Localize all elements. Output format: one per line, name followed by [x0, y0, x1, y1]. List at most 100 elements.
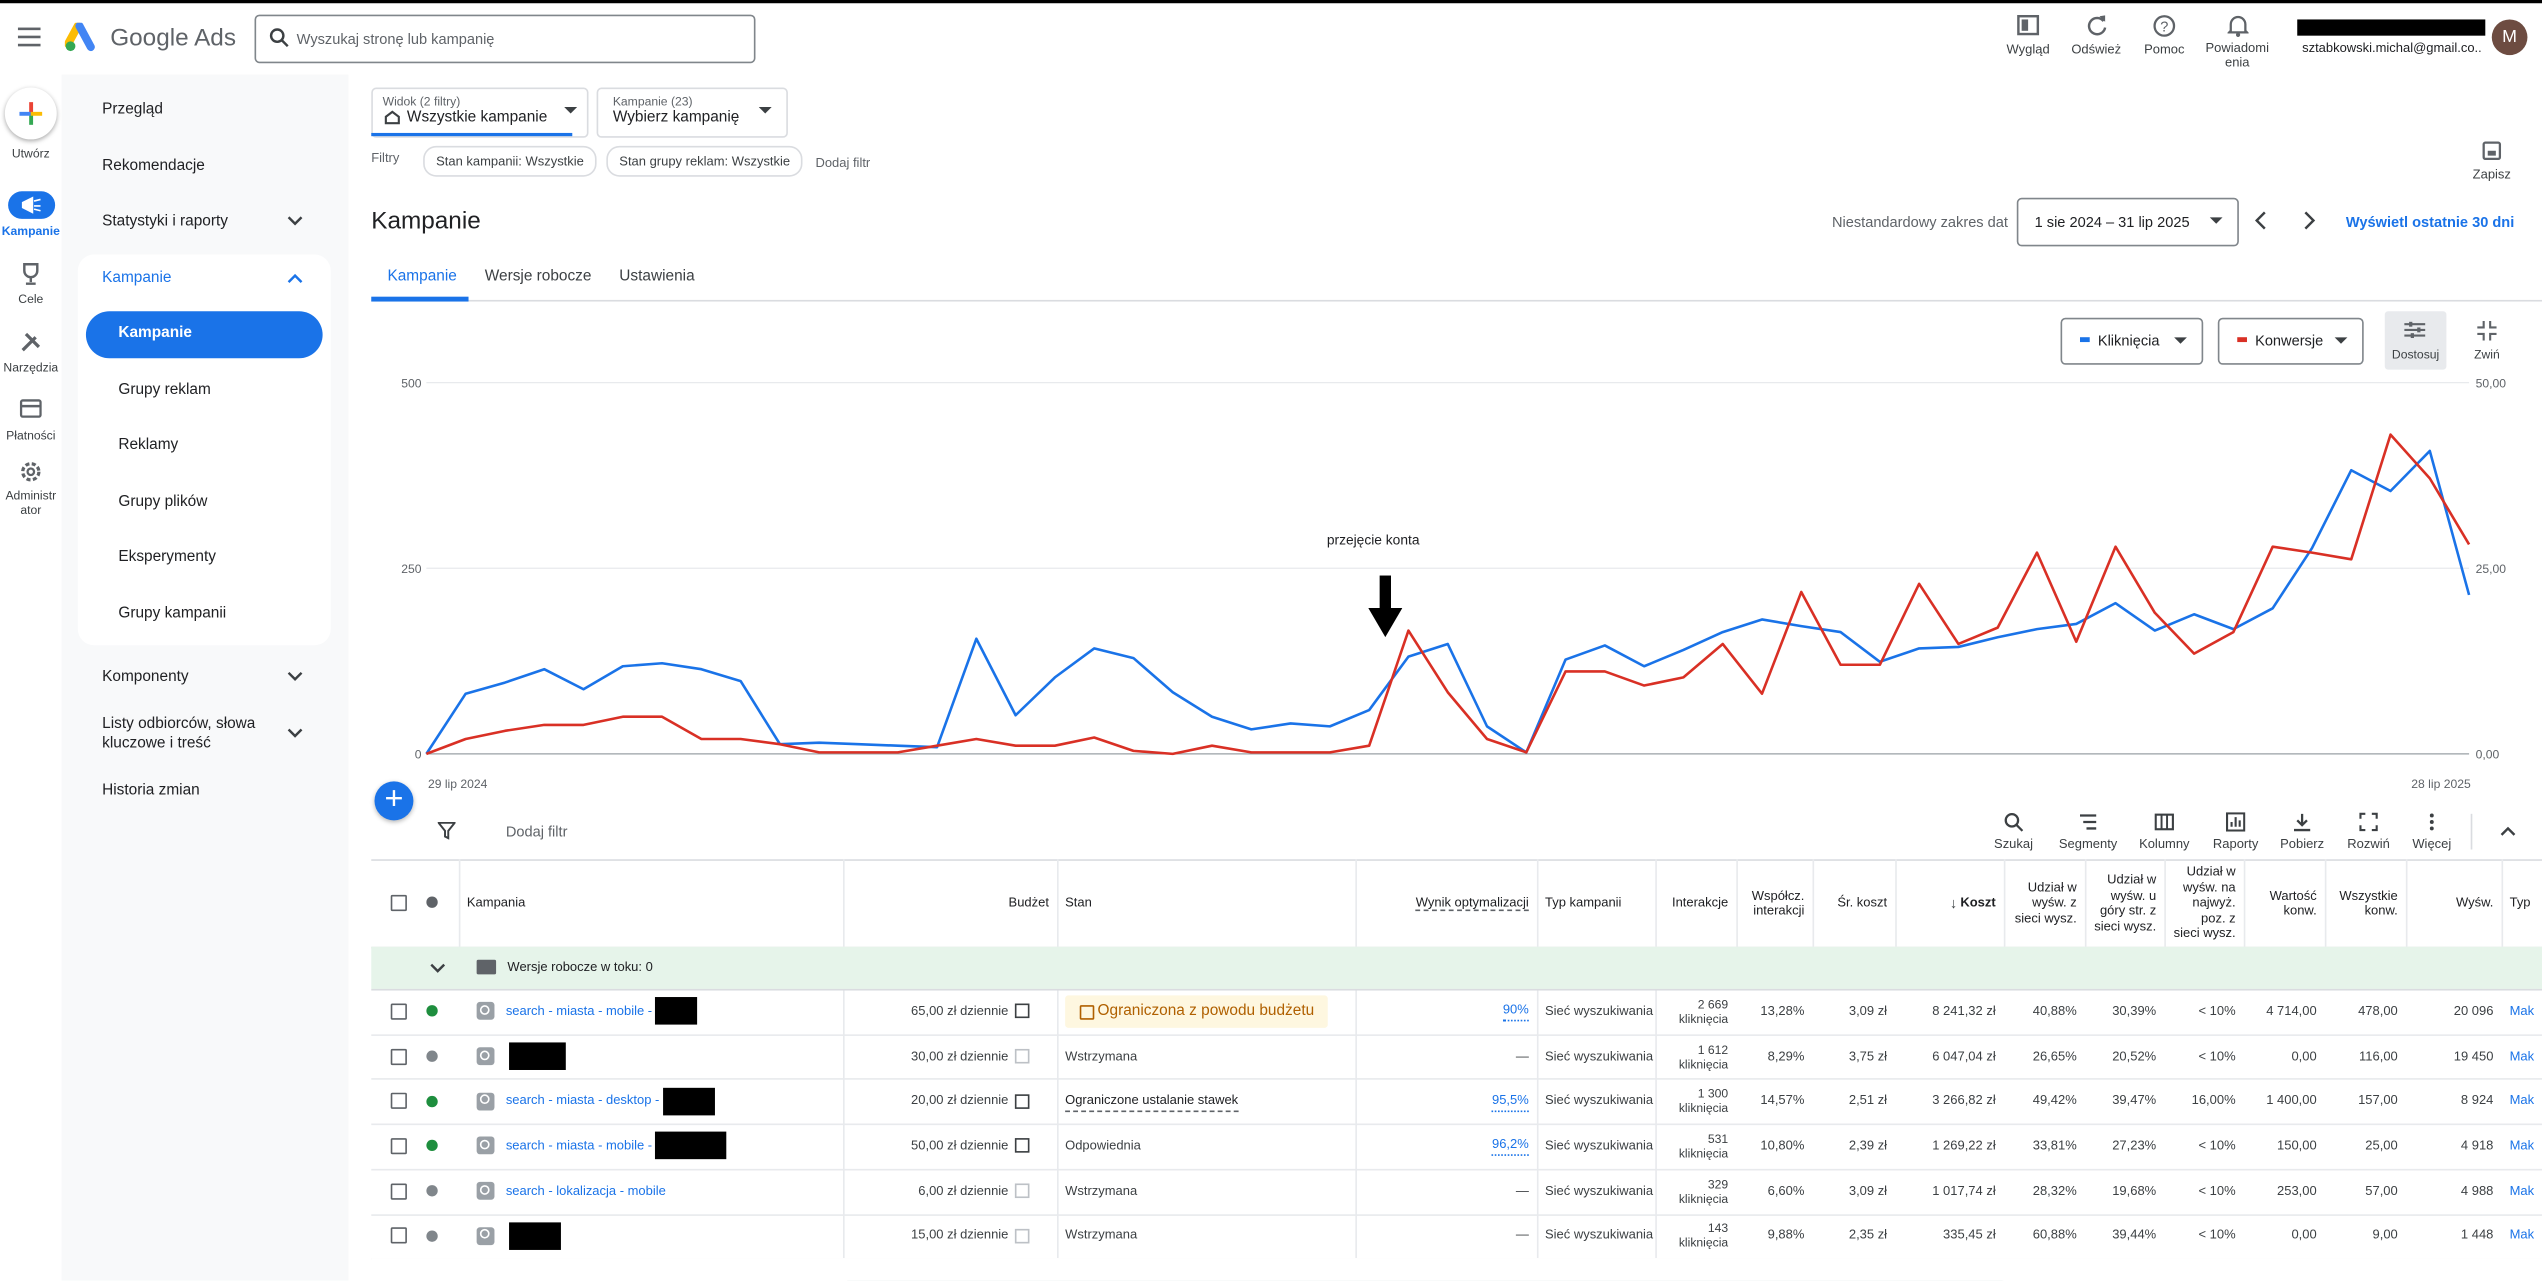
filter-chip[interactable]: Stan kampanii: Wszystkie: [423, 145, 597, 177]
filter-chip[interactable]: Stan grupy reklam: Wszystkie: [606, 145, 804, 177]
column-header[interactable]: Typ: [2510, 859, 2542, 947]
appearance-icon[interactable]: [2017, 14, 2040, 36]
campaign-name[interactable]: search - miasta - mobile -: [505, 1137, 653, 1153]
cell-text[interactable]: 96,2%: [1492, 1136, 1529, 1157]
menu-icon[interactable]: [17, 27, 44, 47]
rail-label[interactable]: Kampanie: [1, 223, 60, 239]
billing-icon[interactable]: [19, 399, 42, 418]
nav-sub-item[interactable]: Kampanie: [118, 324, 192, 343]
nav-sub-item[interactable]: Reklamy: [118, 436, 179, 454]
nav-sub-item[interactable]: Grupy plików: [118, 492, 208, 511]
nav-sub-item[interactable]: Grupy kampanii: [118, 604, 227, 623]
chevron-up[interactable]: [287, 272, 303, 283]
rail-label[interactable]: Administrator: [5, 487, 57, 518]
add-filter[interactable]: Dodaj filtr: [815, 155, 871, 171]
column-header[interactable]: Udział w wyśw. na najwyż. poz. z sieci w…: [2172, 859, 2236, 947]
header-action[interactable]: Wygląd: [2006, 42, 2050, 57]
header-action[interactable]: Pomoc: [2144, 42, 2185, 57]
add-button[interactable]: +: [374, 781, 414, 821]
rail-label[interactable]: Utwórz: [11, 145, 50, 161]
avatar[interactable]: M: [2491, 19, 2528, 56]
tool-label[interactable]: Szukaj: [1994, 836, 2033, 852]
collapse-icon[interactable]: [2477, 320, 2497, 341]
column-header[interactable]: Wynik optymalizacji: [1363, 859, 1529, 947]
campaign-name[interactable]: search - miasta - mobile -: [505, 1003, 653, 1018]
rail-label[interactable]: Cele: [18, 291, 44, 307]
admin-icon[interactable]: [19, 460, 42, 483]
column-header[interactable]: Wyśw.: [2414, 859, 2493, 947]
prev-button[interactable]: [2253, 211, 2269, 230]
budget-chart-icon[interactable]: [1014, 1048, 1030, 1064]
adjust-button[interactable]: [2384, 311, 2447, 370]
goals-icon[interactable]: [19, 263, 42, 286]
nav-item[interactable]: Przegląd: [102, 100, 163, 119]
budget-chart-icon[interactable]: [1014, 1228, 1030, 1244]
nav-item[interactable]: Komponenty: [102, 667, 189, 686]
cell-text[interactable]: 95,5%: [1492, 1091, 1529, 1112]
column-header[interactable]: Interakcje: [1663, 859, 1728, 947]
nav-sub-item[interactable]: Eksperymenty: [118, 547, 216, 566]
chevron-down[interactable]: [287, 671, 303, 682]
tab[interactable]: Wersje robocze: [484, 267, 592, 286]
collapse-label[interactable]: Zwiń: [2474, 346, 2500, 362]
header-action[interactable]: Powiadomienia: [2205, 40, 2269, 70]
expand-chevron[interactable]: [430, 963, 446, 974]
checkbox[interactable]: [390, 1048, 407, 1065]
column-header[interactable]: Typ kampanii: [1545, 859, 1647, 947]
budget-chart-icon[interactable]: [1014, 1093, 1030, 1109]
tool-label[interactable]: Kolumny: [2139, 836, 2190, 852]
tool-label[interactable]: Segmenty: [2058, 836, 2118, 852]
refresh-icon[interactable]: [2086, 15, 2107, 36]
next-button[interactable]: [2300, 211, 2316, 230]
help-icon[interactable]: ?: [2153, 15, 2176, 38]
tool-icon[interactable]: [2154, 812, 2174, 831]
chevron-down[interactable]: [287, 728, 303, 739]
view-selector[interactable]: [371, 87, 589, 138]
nav-item[interactable]: Listy odbiorców, słowa kluczowe i treść: [102, 714, 256, 753]
rail-label[interactable]: Narzędzia: [3, 359, 59, 375]
column-header[interactable]: Udział w wyśw. u góry str. z sieci wysz.: [2093, 859, 2156, 947]
column-header[interactable]: Śr. koszt: [1821, 859, 1887, 947]
tool-label[interactable]: Więcej: [2412, 836, 2452, 852]
tool-icon[interactable]: [2078, 812, 2097, 831]
checkbox[interactable]: [390, 894, 407, 912]
last-30-days[interactable]: Wyświetl ostatnie 30 dni: [2345, 213, 2515, 231]
search-box[interactable]: [254, 14, 756, 64]
tool-icon[interactable]: [2292, 812, 2311, 832]
nav-item[interactable]: Historia zmian: [102, 781, 200, 800]
column-header[interactable]: Wartość konw.: [2252, 859, 2317, 947]
column-header[interactable]: Kampania: [467, 859, 835, 947]
campaign-name[interactable]: search - miasta - desktop -: [505, 1093, 660, 1108]
chevron-down[interactable]: [287, 216, 303, 227]
cell-text[interactable]: 90%: [1502, 1001, 1529, 1022]
tab[interactable]: Ustawienia: [619, 267, 695, 286]
column-header[interactable]: ↓ Koszt: [1903, 859, 1996, 947]
nav-group[interactable]: Kampanie: [102, 269, 172, 287]
nav-active[interactable]: [85, 311, 323, 359]
table-add-filter[interactable]: Dodaj filtr: [505, 823, 568, 840]
tab[interactable]: Kampanie: [387, 267, 457, 286]
tools-icon[interactable]: [19, 331, 42, 354]
column-header[interactable]: Współcz. interakcji: [1744, 859, 1805, 947]
save-label[interactable]: Zapisz: [2472, 166, 2511, 182]
tool-label[interactable]: Pobierz: [2280, 836, 2325, 852]
notifications-icon[interactable]: [2227, 15, 2249, 38]
nav-sub-item[interactable]: Grupy reklam: [118, 380, 211, 399]
tool-icon[interactable]: [2359, 812, 2378, 832]
checkbox[interactable]: [390, 1137, 407, 1155]
column-header[interactable]: Wszystkie konw.: [2333, 859, 2397, 947]
budget-chart-icon[interactable]: [1014, 1138, 1030, 1154]
checkbox[interactable]: [390, 1093, 407, 1110]
tool-label[interactable]: Rozwiń: [2347, 836, 2390, 852]
budget-chart-icon[interactable]: [1014, 1004, 1030, 1019]
collapse-table[interactable]: [2500, 825, 2516, 836]
account-email[interactable]: sztabkowski.michal@gmail.co...: [2302, 40, 2481, 56]
save-icon[interactable]: [2482, 141, 2502, 161]
nav-item[interactable]: Statystyki i raporty: [102, 212, 228, 231]
budget-chart-icon[interactable]: [1014, 1183, 1030, 1199]
checkbox[interactable]: [390, 1227, 407, 1245]
nav-item[interactable]: Rekomendacje: [102, 157, 205, 176]
column-header[interactable]: Udział w wyśw. z sieci wysz.: [2012, 859, 2077, 947]
tool-label[interactable]: Raporty: [2212, 836, 2259, 852]
tool-icon[interactable]: [2225, 812, 2246, 832]
